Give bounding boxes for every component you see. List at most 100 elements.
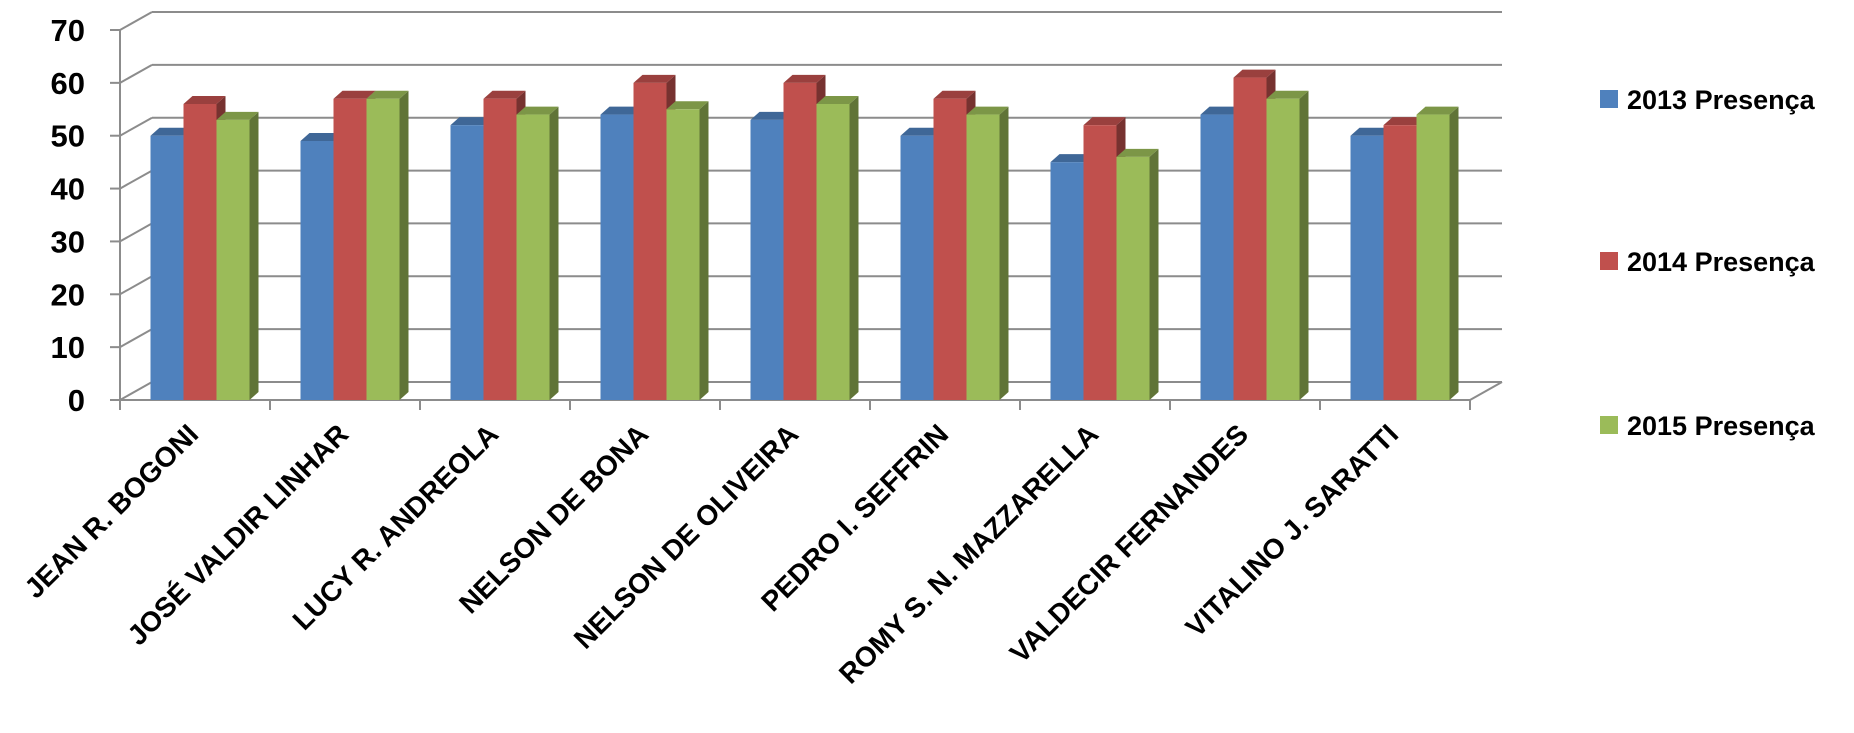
bar-front — [1383, 125, 1417, 401]
gridline-depth — [119, 328, 153, 349]
bar-top — [1083, 117, 1126, 126]
bars — [150, 69, 1459, 401]
bar-top — [183, 96, 226, 104]
bar-side — [249, 111, 259, 400]
gridline-depth — [119, 63, 153, 84]
bar-front — [900, 135, 934, 400]
bar-front — [183, 104, 217, 400]
bar-top — [483, 90, 526, 99]
bar-side — [699, 101, 709, 401]
bar — [666, 101, 709, 401]
bar-top — [516, 106, 559, 115]
bar-side — [1149, 148, 1159, 400]
bar-top — [450, 117, 493, 126]
bar — [966, 106, 1009, 401]
bar-top — [600, 106, 643, 115]
y-tick-label: 50 — [51, 119, 85, 154]
bar-top — [783, 74, 826, 83]
y-tick-label: 40 — [51, 172, 85, 207]
bar-top — [633, 74, 676, 83]
bar — [1266, 90, 1309, 400]
bar-top — [300, 133, 343, 141]
bar-front — [1266, 98, 1300, 400]
legend-item: 2013 Presença — [1600, 85, 1816, 115]
bar-top — [1350, 127, 1393, 136]
y-tick-label: 70 — [51, 13, 85, 48]
y-tick-label: 60 — [51, 66, 85, 101]
bar-top — [1416, 106, 1459, 115]
bar-side — [849, 96, 859, 400]
bar — [516, 106, 559, 401]
bar — [816, 96, 859, 400]
bar — [216, 111, 259, 400]
bar-top — [900, 127, 943, 136]
legend-label: 2013 Presença — [1627, 85, 1816, 115]
bar-front — [1350, 135, 1384, 400]
bar-side — [999, 106, 1009, 401]
bar-front — [1416, 114, 1450, 401]
legend: 2013 Presença 2014 Presença 2015 Presença — [1600, 85, 1816, 441]
gridline-depth — [119, 11, 153, 31]
bar-top — [1383, 117, 1426, 126]
y-tick-label: 30 — [51, 224, 85, 259]
legend-swatch — [1600, 416, 1618, 434]
floor-edge — [1469, 381, 1503, 401]
bar-front — [600, 114, 634, 401]
bar-top — [1233, 69, 1276, 78]
bar-top — [816, 96, 859, 104]
legend-label: 2015 Presença — [1627, 411, 1816, 441]
bar-front — [783, 82, 817, 400]
bar-front — [666, 109, 700, 401]
bar-front — [933, 98, 967, 400]
bar-front — [300, 141, 334, 400]
bar-front — [1116, 156, 1150, 400]
bar-front — [483, 98, 517, 400]
legend-swatch — [1600, 90, 1618, 108]
gridline-depth — [119, 222, 153, 243]
bar — [1116, 148, 1159, 400]
bar-front — [816, 104, 850, 400]
legend-item: 2015 Presença — [1600, 411, 1816, 441]
bar-top — [1116, 148, 1159, 157]
bar-side — [1299, 90, 1309, 400]
gridline-depth — [119, 169, 153, 190]
bar-front — [750, 119, 784, 400]
y-tick-labels: 0 10 20 30 40 50 60 70 — [51, 13, 85, 418]
bar-top — [1266, 90, 1309, 99]
bar-top — [1200, 106, 1243, 115]
bar-front — [1233, 77, 1267, 401]
bar-front — [366, 98, 400, 400]
bar-front — [966, 114, 1000, 401]
bar-top — [1050, 154, 1093, 163]
bar-top — [933, 90, 976, 99]
bar-front — [516, 114, 550, 401]
bar — [1416, 106, 1459, 401]
bar-front — [633, 82, 667, 400]
bar-front — [216, 119, 250, 400]
legend-item: 2014 Presença — [1600, 247, 1816, 277]
bar-top — [750, 111, 793, 120]
gridline-depth — [119, 116, 153, 137]
bar-top — [216, 111, 259, 120]
bar-front — [1200, 114, 1234, 401]
bar-side — [549, 106, 559, 401]
bar — [366, 90, 409, 400]
bar-front — [450, 125, 484, 401]
bar-front — [1083, 125, 1117, 401]
y-tick-label: 20 — [51, 277, 85, 312]
bar-front — [150, 135, 184, 400]
bar-top — [366, 90, 409, 99]
bar-top — [666, 101, 709, 110]
x-tick-label: ROMY S. N. MAZZARELLA — [833, 418, 1104, 689]
bar-top — [333, 90, 376, 99]
x-tick-label: VALDECIR FERNANDES — [1004, 418, 1254, 668]
y-tick-label: 10 — [51, 330, 85, 365]
bar-front — [333, 98, 367, 400]
bar-side — [1449, 106, 1459, 401]
gridline-depth — [119, 381, 153, 401]
y-tick-label: 0 — [68, 383, 85, 418]
bar-top — [150, 127, 193, 136]
legend-label: 2014 Presença — [1627, 247, 1816, 277]
